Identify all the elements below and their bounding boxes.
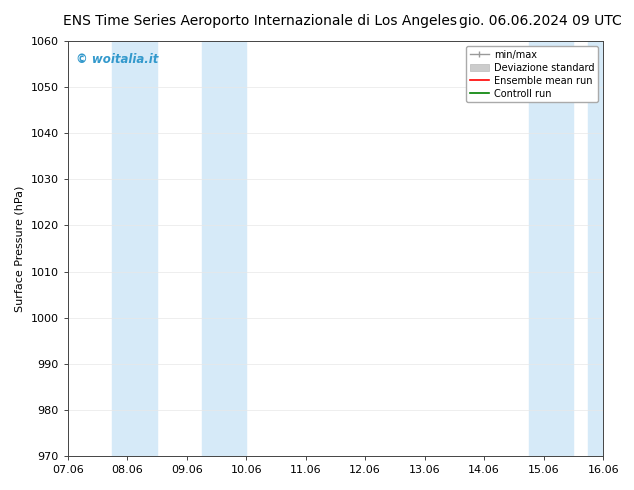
Text: ENS Time Series Aeroporto Internazionale di Los Angeles: ENS Time Series Aeroporto Internazionale…: [63, 14, 457, 28]
Bar: [112, 41, 157, 456]
Bar: [529, 41, 573, 456]
Text: © woitalia.it: © woitalia.it: [75, 53, 158, 67]
Text: gio. 06.06.2024 09 UTC: gio. 06.06.2024 09 UTC: [458, 14, 621, 28]
Legend: min/max, Deviazione standard, Ensemble mean run, Controll run: min/max, Deviazione standard, Ensemble m…: [466, 46, 598, 102]
Y-axis label: Surface Pressure (hPa): Surface Pressure (hPa): [15, 185, 25, 312]
Bar: [588, 41, 633, 456]
Bar: [202, 41, 246, 456]
